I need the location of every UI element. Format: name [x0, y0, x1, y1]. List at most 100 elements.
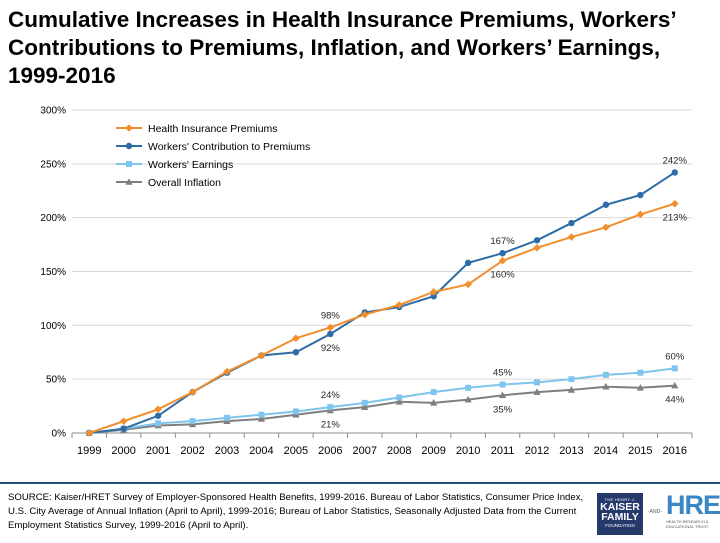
x-tick-label: 2010 — [456, 445, 480, 457]
data-point — [637, 369, 644, 376]
data-point — [534, 379, 540, 386]
data-point — [568, 219, 575, 227]
line-chart: 0% 50% 100% 150% 200% 250% 300% 1999 2000 2001 200… — [40, 106, 693, 457]
legend-entry: Overall Inflation — [116, 177, 221, 189]
series-health-insurance-premiums — [85, 199, 679, 437]
y-tick-label: 100% — [40, 321, 66, 332]
data-label: 167% — [490, 236, 515, 247]
kff-logo-line2: KAISER — [600, 501, 640, 513]
data-label: 213% — [663, 213, 688, 224]
data-point — [396, 394, 403, 401]
data-point — [257, 351, 266, 360]
data-point — [360, 310, 369, 319]
x-tick-label: 2016 — [663, 445, 687, 457]
legend-marker — [125, 178, 133, 185]
data-point — [567, 233, 576, 241]
data-point — [361, 399, 368, 406]
x-tick-label: 2007 — [353, 445, 377, 457]
data-label: 45% — [493, 368, 513, 379]
divider — [0, 482, 720, 484]
data-point — [602, 223, 610, 232]
data-point — [567, 386, 576, 393]
source-note: SOURCE: Kaiser/HRET Survey of Employer-S… — [8, 492, 584, 531]
data-label: 92% — [321, 343, 341, 354]
series-workers-contribution-to-premiums — [86, 169, 678, 437]
series-line — [89, 384, 675, 434]
data-point — [499, 381, 506, 388]
data-point — [361, 403, 369, 410]
data-point — [327, 330, 334, 338]
data-point — [258, 411, 265, 418]
x-tick-label: 2006 — [318, 445, 342, 457]
data-label: 35% — [493, 404, 513, 415]
data-point — [119, 417, 128, 425]
legend-label: Workers' Earnings — [148, 159, 233, 171]
gridlines — [72, 109, 692, 380]
data-point — [464, 395, 472, 403]
x-tick-label: 2005 — [284, 445, 308, 457]
x-tick-label: 1999 — [77, 445, 101, 457]
data-point — [395, 301, 404, 309]
y-tick-label: 50% — [46, 375, 66, 386]
data-point — [671, 365, 678, 372]
legend-label: Health Insurance Premiums — [148, 123, 278, 135]
y-tick-label: 300% — [40, 106, 66, 117]
data-label: 98% — [321, 310, 341, 321]
data-point — [327, 404, 334, 411]
data-point — [224, 414, 230, 421]
data-point — [637, 191, 644, 199]
hret-logo-tag2: EDUCATIONAL TRUST — [666, 524, 709, 529]
x-tick-label: 2009 — [421, 445, 445, 457]
x-tick-label: 2002 — [180, 445, 204, 457]
x-tick-label: 2012 — [525, 445, 549, 457]
data-label: 160% — [490, 270, 515, 281]
series-layer — [85, 169, 679, 437]
data-label: 44% — [665, 395, 685, 406]
data-point — [430, 389, 437, 396]
data-point — [670, 199, 679, 208]
data-point — [498, 391, 507, 399]
y-tick-label: 0% — [52, 429, 67, 440]
series-overall-inflation — [85, 381, 679, 436]
data-point — [498, 256, 507, 265]
y-tick-label: 200% — [40, 213, 66, 224]
data-point — [430, 399, 438, 406]
kff-logo-line3: FAMILY — [601, 511, 639, 523]
data-point — [395, 397, 403, 405]
data-point — [189, 418, 196, 425]
data-label: 242% — [663, 155, 688, 166]
hret-logo-letters: HRET — [666, 490, 720, 520]
data-point — [602, 382, 610, 390]
data-point — [465, 384, 472, 391]
legend-marker — [126, 161, 132, 167]
data-point — [499, 249, 506, 257]
legend-entry: Health Insurance Premiums — [116, 123, 278, 135]
x-tick-label: 2004 — [249, 445, 273, 457]
data-point — [429, 288, 438, 296]
legend-entry: Workers' Contribution to Premiums — [116, 141, 310, 153]
legend-label: Workers' Contribution to Premiums — [148, 141, 310, 153]
data-label: 24% — [321, 390, 341, 401]
y-tick-label: 250% — [40, 159, 66, 170]
hret-logo-tag1: HEALTH RESEARCH & — [666, 519, 709, 524]
data-point — [636, 210, 645, 219]
x-tick-label: 2003 — [215, 445, 239, 457]
data-point — [533, 244, 541, 252]
data-point — [155, 420, 162, 427]
data-point — [602, 201, 610, 208]
data-point — [223, 367, 231, 376]
x-tick-label: 2011 — [491, 445, 515, 457]
data-point — [671, 169, 678, 176]
hret-logo: HRET HEALTH RESEARCH & EDUCATIONAL TRUST — [666, 491, 720, 537]
x-tick-label: 2013 — [559, 445, 583, 457]
data-point — [188, 388, 197, 396]
legend-entry: Workers' Earnings — [116, 159, 233, 171]
data-point — [533, 237, 541, 244]
kff-logo-line1: THE HENRY J. — [604, 497, 636, 502]
logo-and-text: -AND- — [648, 509, 662, 515]
series-line — [89, 171, 676, 434]
data-label: 60% — [665, 351, 685, 362]
data-point — [154, 412, 162, 419]
data-point — [671, 381, 679, 389]
axes: 0% 50% 100% 150% 200% 250% 300% 1999 2000 2001 200… — [40, 106, 693, 457]
